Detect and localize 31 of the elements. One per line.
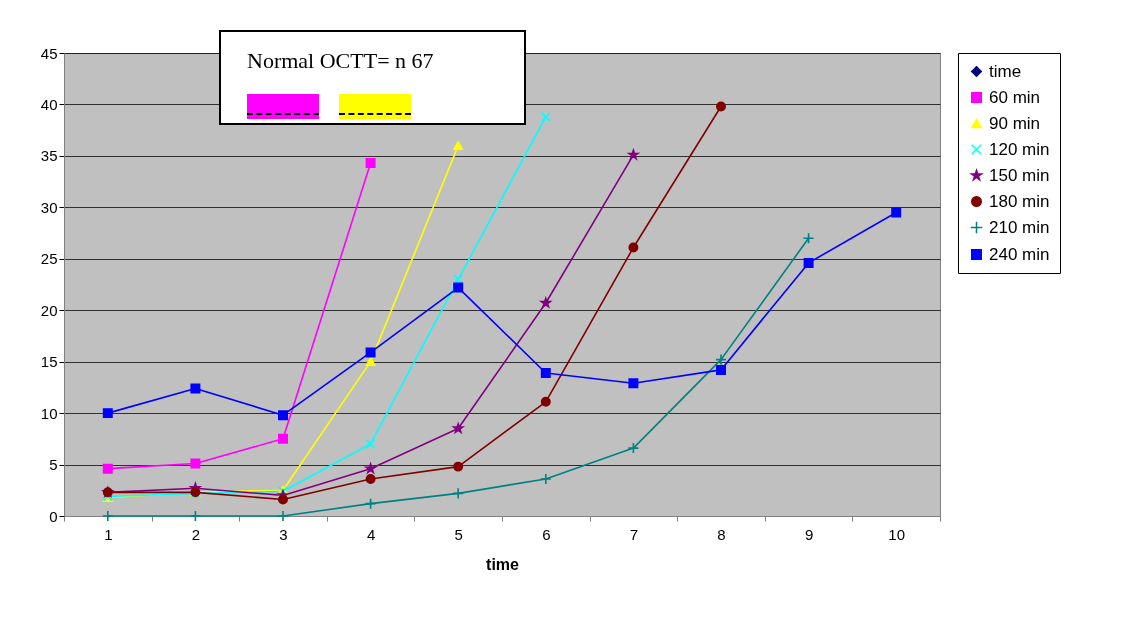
y-tick-label: 20 [40,301,58,319]
y-tick-label: 25 [40,250,58,268]
y-tick-label: 45 [40,44,58,62]
legend-label: 60 min [989,87,1041,107]
y-tick-label: 5 [49,456,58,474]
y-tick-label: 0 [49,507,58,525]
y-tick-label: 15 [40,353,58,371]
y-tick-label: 35 [40,147,58,165]
x-tick-label: 6 [542,525,551,543]
legend-label: 180 min [989,191,1050,211]
note-box: Normal OCTT= n 67 [219,30,526,125]
x-tick-label: 7 [629,525,639,543]
y-tick-label: 30 [40,198,58,216]
x-tick-label: 2 [191,525,201,543]
y-tick-label: 40 [40,95,58,113]
x-tick-label: 9 [804,525,814,543]
x-tick-label: 10 [888,525,906,543]
x-axis-title: time [486,555,520,573]
legend-label: 90 min [989,113,1041,133]
x-tick-label: 3 [279,525,288,543]
legend-label: 120 min [989,139,1050,159]
legend-label: 210 min [989,217,1050,237]
legend-label: 240 min [989,244,1050,264]
x-tick-label: 5 [454,525,463,543]
x-tick-label: 4 [366,525,376,543]
legend-label: 150 min [989,165,1050,185]
legend-label: time [989,61,1022,81]
x-tick-label: 1 [104,525,113,543]
annotation: Normal OCTT= n 67 [247,48,434,74]
x-tick-label: 8 [717,525,726,543]
y-tick-label: 10 [40,404,58,422]
